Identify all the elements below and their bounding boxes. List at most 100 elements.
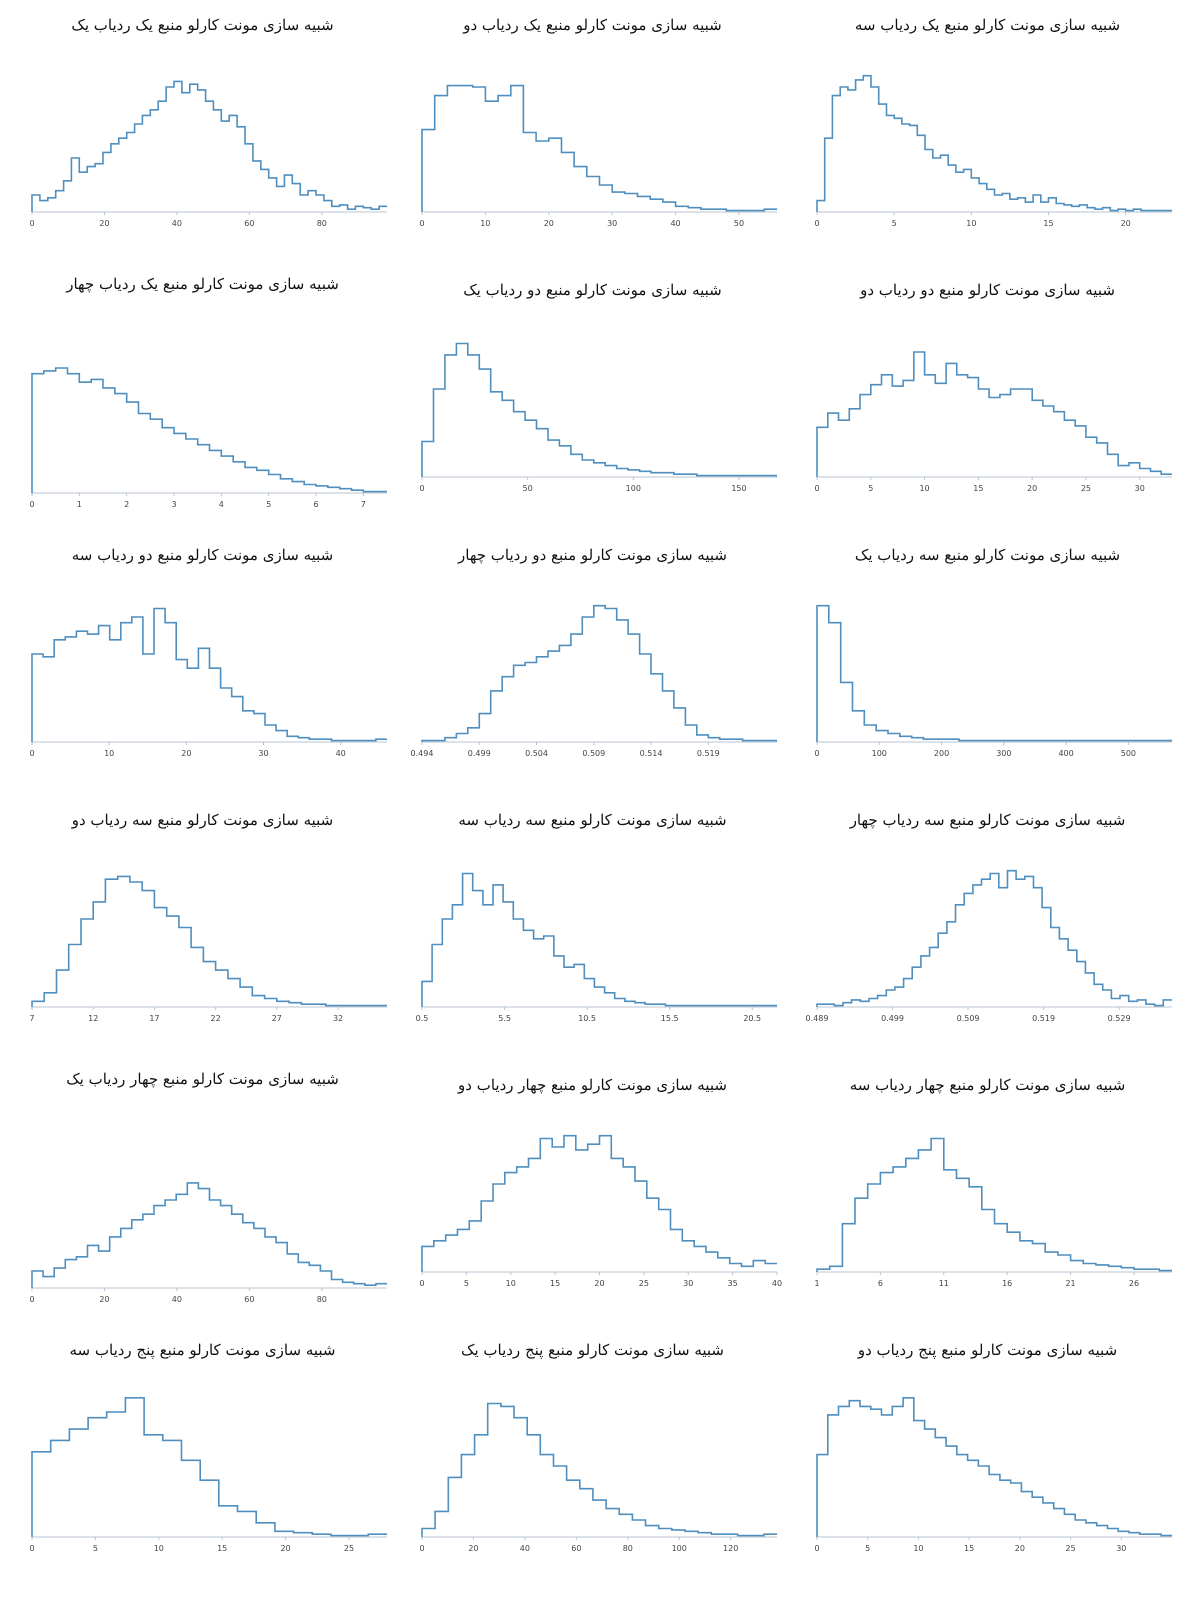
x-tick-label: 0: [814, 219, 819, 228]
x-tick-label: 10: [913, 1544, 923, 1553]
x-tick-label: 60: [244, 1295, 254, 1304]
x-tick-label: 16: [1002, 1279, 1012, 1288]
x-tick-label: 0.509: [582, 749, 605, 758]
histogram-series: [816, 1397, 1172, 1537]
x-tick-label: 10: [104, 749, 114, 758]
x-tick-label: 0.514: [640, 749, 663, 758]
x-tick-label: 40: [336, 749, 346, 758]
histogram-plot: 0 10 20 30 40 50: [419, 84, 777, 228]
chart-title: شبیه سازی مونت کارلو منبع یک ردیاب دو: [463, 16, 722, 34]
chart-title: شبیه سازی مونت کارلو منبع چهار ردیاب سه: [849, 1076, 1126, 1094]
x-tick-label: 25: [639, 1279, 649, 1288]
histogram-plot: 0.489 0.499 0.509 0.519 0.529: [806, 869, 1172, 1023]
x-tick-label: 25: [1081, 484, 1091, 493]
x-tick-label: 17: [149, 1014, 159, 1023]
x-tick-label: 0.5: [416, 1014, 429, 1023]
x-tick-label: 20: [99, 1295, 109, 1304]
x-tick-label: 40: [172, 219, 182, 228]
x-tick-label: 30: [1135, 484, 1145, 493]
chart-title: شبیه سازی مونت کارلو منبع سه ردیاب سه: [458, 811, 727, 829]
x-tick-label: 3: [171, 500, 176, 509]
chart-title: شبیه سازی مونت کارلو منبع پنج ردیاب یک: [461, 1341, 724, 1359]
x-tick-label: 12: [88, 1014, 98, 1023]
x-tick-label: 60: [244, 219, 254, 228]
histogram-series: [421, 342, 777, 477]
histogram-series: [421, 1134, 777, 1272]
histogram-panel: شبیه سازی مونت کارلو منبع یک ردیاب دو 0 10…: [400, 0, 785, 265]
x-tick-label: 40: [520, 1544, 530, 1553]
histogram-series: [31, 875, 387, 1007]
chart-title: شبیه سازی مونت کارلو منبع سه ردیاب دو: [71, 811, 334, 829]
x-tick-label: 80: [317, 219, 327, 228]
histogram-plot: 7 12 17 22 27 32: [29, 875, 387, 1023]
histogram-panel: شبیه سازی مونت کارلو منبع سه ردیاب سه 0.5…: [400, 795, 785, 1060]
x-tick-label: 10: [506, 1279, 516, 1288]
x-tick-label: 30: [1116, 1544, 1126, 1553]
x-tick-label: 1: [814, 1279, 819, 1288]
x-tick-label: 10: [966, 219, 976, 228]
histogram-panel: شبیه سازی مونت کارلو منبع یک ردیاب سه 0 5 1…: [795, 0, 1180, 265]
chart-title: شبیه سازی مونت کارلو منبع یک ردیاب یک: [71, 16, 334, 34]
x-tick-label: 15: [217, 1544, 227, 1553]
x-tick-label: 30: [607, 219, 617, 228]
x-tick-label: 15: [1043, 219, 1053, 228]
x-tick-label: 100: [626, 484, 641, 493]
x-tick-label: 20: [1015, 1544, 1025, 1553]
x-tick-label: 0.504: [525, 749, 548, 758]
x-tick-label: 60: [571, 1544, 581, 1553]
histogram-series: [816, 74, 1172, 212]
x-tick-label: 5: [892, 219, 897, 228]
x-tick-label: 0: [419, 219, 424, 228]
x-tick-label: 80: [317, 1295, 327, 1304]
histogram-series: [421, 604, 777, 742]
histogram-plot: 0 20 40 60 80 100 120: [419, 1402, 777, 1553]
x-tick-label: 0: [419, 1279, 424, 1288]
histogram-plot: 0 1 2 3 4 5 6 7: [29, 367, 387, 509]
chart-title: شبیه سازی مونت کارلو منبع چهار ردیاب دو: [458, 1076, 727, 1094]
x-tick-label: 400: [1058, 749, 1073, 758]
histogram-plot: 0 20 40 60 80: [29, 80, 387, 228]
x-tick-label: 5: [868, 484, 873, 493]
x-tick-label: 6: [313, 500, 318, 509]
x-tick-label: 40: [670, 219, 680, 228]
x-tick-label: 20: [1121, 219, 1131, 228]
x-tick-label: 4: [219, 500, 224, 509]
x-tick-label: 0.519: [697, 749, 720, 758]
histogram-panel: شبیه سازی مونت کارلو منبع سه ردیاب یک 0 10…: [795, 530, 1180, 795]
x-tick-label: 5: [266, 500, 271, 509]
x-tick-label: 7: [29, 1014, 34, 1023]
histogram-panel: شبیه سازی مونت کارلو منبع دو ردیاب سه 0 10…: [10, 530, 395, 795]
histogram-plot: 0 50 100 150: [419, 342, 777, 493]
histogram-plot: 0 20 40 60 80: [29, 1182, 387, 1304]
x-tick-label: 300: [996, 749, 1011, 758]
chart-title: شبیه سازی مونت کارلو منبع پنج ردیاب دو: [857, 1341, 1118, 1359]
x-tick-label: 20: [181, 749, 191, 758]
histogram-plot: 0.5 5.5 10.5 15.5 20.5: [416, 872, 777, 1023]
x-tick-label: 80: [623, 1544, 633, 1553]
histogram-series: [421, 872, 777, 1007]
x-tick-label: 10: [919, 484, 929, 493]
x-tick-label: 0: [814, 749, 819, 758]
x-tick-label: 5: [93, 1544, 98, 1553]
x-tick-label: 50: [734, 219, 744, 228]
histogram-series: [31, 367, 387, 493]
x-tick-label: 0: [29, 749, 34, 758]
histogram-plot: 0 10 20 30 40: [29, 607, 387, 758]
x-tick-label: 0.509: [957, 1014, 980, 1023]
histogram-panel: شبیه سازی مونت کارلو منبع چهار ردیاب یک 0…: [10, 1060, 395, 1325]
x-tick-label: 20: [594, 1279, 604, 1288]
x-tick-label: 25: [344, 1544, 354, 1553]
histogram-series: [31, 80, 387, 212]
x-tick-label: 0: [814, 1544, 819, 1553]
x-tick-label: 7: [361, 500, 366, 509]
chart-title: شبیه سازی مونت کارلو منبع یک ردیاب چهار: [66, 275, 339, 293]
histogram-panel: شبیه سازی مونت کارلو منبع یک ردیاب یک 0 20…: [10, 0, 395, 265]
x-tick-label: 0: [419, 1544, 424, 1553]
x-tick-label: 30: [258, 749, 268, 758]
x-tick-label: 0: [419, 484, 424, 493]
histogram-series: [31, 1397, 387, 1537]
x-tick-label: 26: [1129, 1279, 1139, 1288]
x-tick-label: 15: [550, 1279, 560, 1288]
chart-title: شبیه سازی مونت کارلو منبع سه ردیاب یک: [854, 546, 1121, 564]
x-tick-label: 21: [1065, 1279, 1075, 1288]
